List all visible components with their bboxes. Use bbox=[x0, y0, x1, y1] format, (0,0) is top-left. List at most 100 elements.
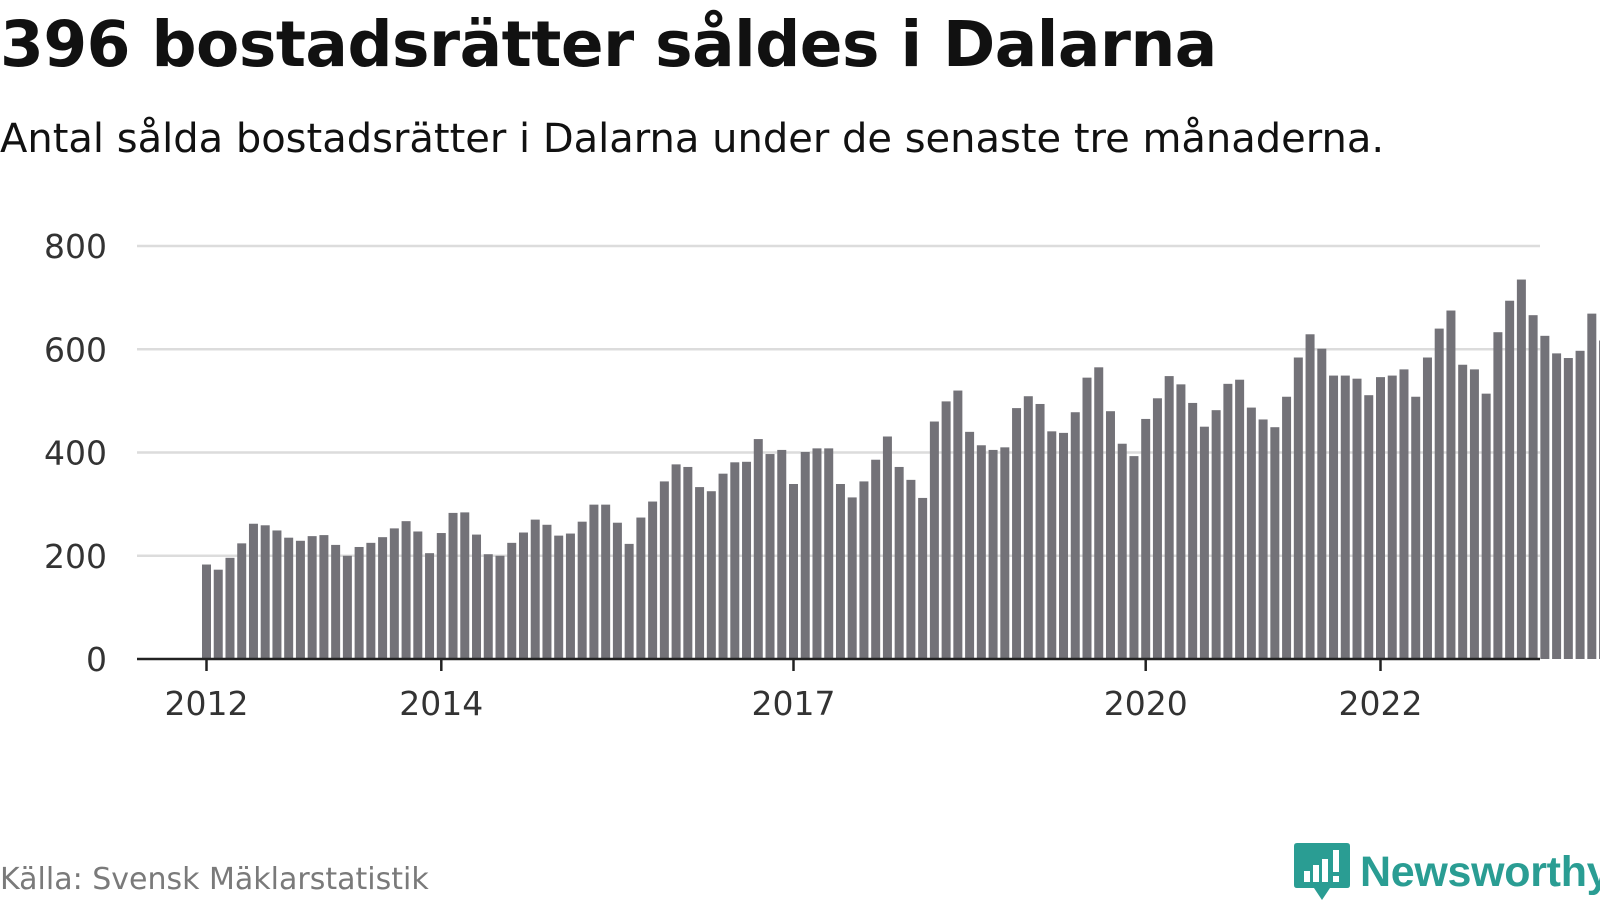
bar bbox=[718, 473, 728, 659]
bar bbox=[260, 525, 270, 659]
bar bbox=[789, 483, 798, 659]
x-tick-label: 2022 bbox=[1339, 684, 1423, 723]
bar bbox=[742, 461, 752, 659]
bar bbox=[401, 521, 411, 659]
brand-name: Newsworthy bbox=[1360, 848, 1600, 896]
bar bbox=[342, 555, 352, 659]
bar bbox=[906, 479, 916, 659]
chart-subtitle: Antal sålda bostadsrätter i Dalarna unde… bbox=[0, 116, 1385, 162]
bar bbox=[1176, 384, 1186, 659]
bar bbox=[1235, 379, 1245, 659]
bar bbox=[554, 535, 564, 659]
bar bbox=[1270, 427, 1280, 659]
bar bbox=[225, 557, 235, 659]
x-tick-label: 2020 bbox=[1104, 684, 1188, 723]
bar bbox=[824, 448, 834, 659]
bar bbox=[460, 512, 470, 659]
bar bbox=[237, 543, 247, 659]
bar bbox=[295, 540, 305, 659]
bar bbox=[1305, 334, 1315, 659]
y-tick-label: 800 bbox=[44, 227, 107, 266]
bar bbox=[483, 554, 493, 659]
x-tick-label: 2017 bbox=[752, 684, 836, 723]
x-tick-label: 2014 bbox=[399, 684, 483, 723]
bar bbox=[1552, 353, 1562, 659]
bar bbox=[448, 512, 458, 659]
bar bbox=[1129, 456, 1139, 659]
bar bbox=[366, 542, 376, 659]
bar bbox=[1094, 367, 1104, 659]
bar bbox=[542, 524, 552, 659]
y-tick-label: 200 bbox=[44, 537, 107, 576]
bar bbox=[1117, 443, 1127, 659]
bar bbox=[1364, 395, 1374, 659]
bar bbox=[472, 534, 482, 659]
bar bbox=[1575, 350, 1585, 659]
bar bbox=[1105, 411, 1115, 659]
y-tick-label: 0 bbox=[86, 640, 107, 679]
bar bbox=[530, 519, 540, 659]
bar bbox=[695, 487, 705, 659]
bar bbox=[248, 523, 258, 659]
bar bbox=[1434, 328, 1444, 659]
bar bbox=[800, 451, 810, 659]
bar bbox=[671, 464, 681, 659]
bar bbox=[1376, 377, 1385, 659]
bar bbox=[706, 491, 716, 659]
bar bbox=[1387, 375, 1397, 659]
bar bbox=[1587, 313, 1597, 659]
bar bbox=[1258, 419, 1268, 659]
bar bbox=[624, 543, 634, 659]
bar bbox=[812, 448, 822, 659]
bar bbox=[1458, 364, 1468, 659]
bar bbox=[918, 497, 928, 659]
bar bbox=[1035, 403, 1045, 659]
bar bbox=[202, 564, 211, 659]
bar bbox=[835, 483, 845, 659]
bar bbox=[753, 439, 763, 659]
bar bbox=[1293, 357, 1303, 659]
x-axis: 2012 2014 2017 2020 2022 bbox=[137, 657, 1540, 723]
bar bbox=[272, 530, 282, 659]
bar bbox=[319, 535, 329, 659]
bar bbox=[1223, 383, 1233, 659]
y-axis: 0 200 400 600 800 bbox=[44, 227, 107, 679]
bar bbox=[1199, 426, 1209, 659]
bar bbox=[1070, 412, 1080, 659]
bar bbox=[941, 401, 951, 659]
bar bbox=[953, 390, 963, 659]
bar bbox=[1399, 369, 1409, 659]
bar bbox=[1023, 396, 1033, 659]
bar bbox=[495, 555, 505, 659]
y-tick-label: 600 bbox=[44, 330, 107, 369]
source-note: Källa: Svensk Mäklarstatistik bbox=[0, 862, 429, 897]
bar bbox=[589, 504, 599, 659]
bar bbox=[1540, 335, 1550, 659]
bar bbox=[378, 537, 388, 659]
bar bbox=[1047, 431, 1057, 659]
bar bbox=[425, 553, 435, 659]
bar bbox=[389, 528, 399, 659]
bar bbox=[683, 466, 693, 659]
bar bbox=[730, 462, 740, 659]
bar bbox=[1012, 408, 1022, 659]
bar bbox=[965, 431, 975, 659]
bar bbox=[1082, 377, 1092, 659]
bar bbox=[213, 569, 223, 659]
bar bbox=[518, 532, 528, 659]
bars bbox=[202, 279, 1600, 659]
bar bbox=[1563, 358, 1573, 659]
bar bbox=[1516, 279, 1526, 659]
bar bbox=[1317, 348, 1327, 659]
bar bbox=[847, 497, 857, 659]
bar bbox=[577, 521, 587, 659]
bar bbox=[1469, 369, 1479, 659]
bar bbox=[413, 531, 423, 659]
bar bbox=[1481, 393, 1491, 659]
bar bbox=[1059, 432, 1069, 659]
bar bbox=[354, 546, 364, 659]
bar bbox=[1329, 375, 1339, 659]
y-tick-label: 400 bbox=[44, 434, 107, 473]
bar bbox=[1211, 410, 1221, 659]
